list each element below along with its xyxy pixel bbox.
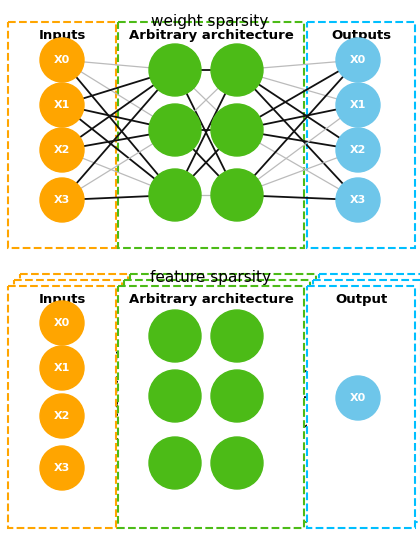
- FancyBboxPatch shape: [8, 22, 116, 248]
- Text: Arbitrary architecture: Arbitrary architecture: [129, 294, 294, 307]
- Circle shape: [40, 446, 84, 490]
- Circle shape: [40, 38, 84, 82]
- Text: Output: Output: [335, 294, 387, 307]
- Circle shape: [336, 83, 380, 127]
- FancyBboxPatch shape: [118, 286, 304, 528]
- Circle shape: [40, 346, 84, 390]
- FancyBboxPatch shape: [20, 274, 128, 516]
- Text: weight sparsity: weight sparsity: [151, 14, 269, 29]
- FancyBboxPatch shape: [14, 280, 122, 522]
- Text: X2: X2: [54, 411, 70, 421]
- Circle shape: [40, 128, 84, 172]
- Circle shape: [336, 376, 380, 420]
- Circle shape: [40, 301, 84, 345]
- Text: X1: X1: [54, 100, 70, 110]
- Text: feature sparsity: feature sparsity: [150, 270, 270, 285]
- Text: X3: X3: [350, 195, 366, 205]
- Text: X2: X2: [54, 145, 70, 155]
- Text: Inputs: Inputs: [38, 29, 86, 43]
- Circle shape: [149, 370, 201, 422]
- Text: X3: X3: [54, 195, 70, 205]
- Circle shape: [149, 437, 201, 489]
- FancyBboxPatch shape: [118, 22, 304, 248]
- Text: X3: X3: [54, 463, 70, 473]
- Circle shape: [149, 310, 201, 362]
- FancyBboxPatch shape: [124, 280, 310, 522]
- FancyBboxPatch shape: [8, 286, 116, 528]
- FancyBboxPatch shape: [313, 280, 420, 522]
- Text: Inputs: Inputs: [38, 294, 86, 307]
- Circle shape: [211, 169, 263, 221]
- Text: Arbitrary architecture: Arbitrary architecture: [129, 29, 294, 43]
- Text: X0: X0: [350, 55, 366, 65]
- Circle shape: [40, 83, 84, 127]
- Circle shape: [211, 437, 263, 489]
- FancyBboxPatch shape: [307, 22, 415, 248]
- Text: X0: X0: [350, 393, 366, 403]
- Circle shape: [211, 104, 263, 156]
- Circle shape: [149, 169, 201, 221]
- FancyBboxPatch shape: [307, 286, 415, 528]
- Circle shape: [336, 38, 380, 82]
- Text: Outputs: Outputs: [331, 29, 391, 43]
- Text: X0: X0: [54, 55, 70, 65]
- FancyBboxPatch shape: [319, 274, 420, 516]
- Circle shape: [40, 178, 84, 222]
- Text: X1: X1: [54, 363, 70, 373]
- Circle shape: [336, 128, 380, 172]
- Text: X0: X0: [54, 318, 70, 328]
- Text: X2: X2: [350, 145, 366, 155]
- Circle shape: [149, 104, 201, 156]
- FancyBboxPatch shape: [130, 274, 316, 516]
- Circle shape: [211, 370, 263, 422]
- Text: X1: X1: [350, 100, 366, 110]
- Circle shape: [336, 178, 380, 222]
- Circle shape: [149, 44, 201, 96]
- Circle shape: [211, 310, 263, 362]
- Circle shape: [211, 44, 263, 96]
- Circle shape: [40, 394, 84, 438]
